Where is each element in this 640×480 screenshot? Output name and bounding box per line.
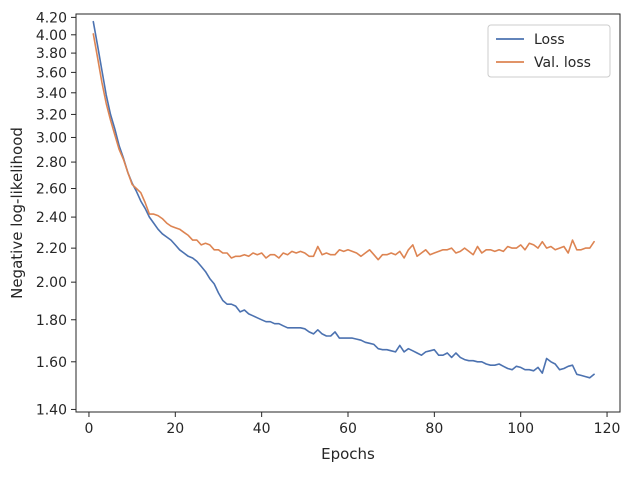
legend-label: Loss	[534, 32, 565, 48]
y-tick-label: 4.20	[36, 10, 67, 26]
legend-label: Val. loss	[534, 55, 591, 71]
x-tick-label: 80	[425, 421, 443, 437]
y-tick-label: 3.20	[36, 107, 67, 123]
series-layer	[92, 20, 595, 379]
x-axis: 0 20 40 60 80 100 120	[84, 412, 620, 437]
x-tick-label: 0	[84, 421, 93, 437]
x-tick-label: 40	[253, 421, 271, 437]
series-line-0	[92, 20, 595, 379]
y-tick-label: 2.00	[36, 275, 67, 291]
y-axis: 1.40 1.60 1.80 2.00 2.20 2.40 2.60 2.80 3.00 3.20…	[36, 10, 76, 418]
plot-frame	[75, 13, 621, 413]
legend-box	[487, 24, 611, 78]
y-tick-label: 4.00	[36, 28, 67, 44]
y-tick-label: 3.80	[36, 46, 67, 62]
series-line-1	[92, 33, 595, 261]
y-tick-label: 2.60	[36, 182, 67, 198]
y-tick-label: 2.20	[36, 241, 67, 257]
y-tick-label: 2.80	[36, 155, 67, 171]
y-tick-label: 1.60	[36, 355, 67, 371]
y-tick-label: 3.60	[36, 65, 67, 81]
y-axis-label: Negative log-likelihood	[8, 127, 26, 299]
x-tick-label: 120	[594, 421, 621, 437]
y-tick-label: 1.40	[36, 402, 67, 418]
legend: Loss Val. loss	[487, 24, 611, 78]
x-tick-label: 20	[166, 421, 184, 437]
plot-area	[75, 13, 621, 413]
y-tick-label: 3.40	[36, 86, 67, 102]
y-tick-label: 3.00	[36, 130, 67, 146]
x-tick-label: 60	[339, 421, 357, 437]
y-tick-label: 1.80	[36, 313, 67, 329]
y-tick-label: 2.40	[36, 210, 67, 226]
x-tick-label: 100	[507, 421, 534, 437]
x-axis-label: Epochs	[321, 445, 375, 463]
